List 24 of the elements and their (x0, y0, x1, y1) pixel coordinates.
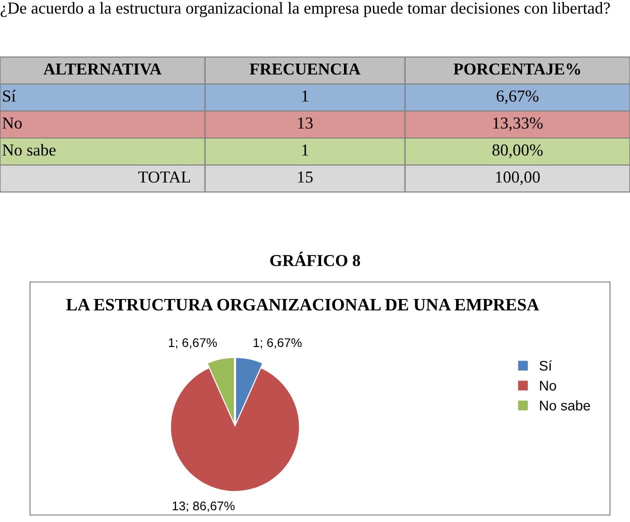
text: 6,67% (496, 90, 538, 104)
text: 15 (298, 172, 313, 183)
text: TOTAL (138, 171, 190, 183)
text: ALTERNATIVA (44, 64, 162, 75)
legend-label: Sí (540, 360, 552, 371)
chart-title: LA ESTRUCTURA ORGANIZACIONAL DE UNA EMPRESA (66, 298, 540, 311)
text: PORCENTAJE% (454, 63, 580, 75)
text: No sabe (2, 144, 56, 156)
data-label: 1; 6,67% (254, 338, 302, 349)
data-label: 1; 6,67% (168, 338, 217, 349)
text: GRÁFICO 8 (270, 252, 360, 266)
text: Sí (3, 90, 16, 102)
text: 100,00 (496, 171, 540, 186)
legend-label: No (540, 380, 556, 391)
text: FRECUENCIA (250, 63, 360, 75)
text: 1 (302, 90, 308, 102)
text: ¿De acuerdo a la estructura organizacional la empresa puede tomar decisiones con libertad? (0, 2, 610, 18)
data-label: 13; 86,67% (172, 502, 235, 512)
text: 80,00% (492, 144, 543, 158)
text: 13 (298, 117, 313, 129)
text: No (2, 118, 22, 129)
text: 1 (302, 144, 308, 156)
text: 13,33% (493, 117, 543, 132)
legend-label: No sabe (540, 400, 590, 410)
